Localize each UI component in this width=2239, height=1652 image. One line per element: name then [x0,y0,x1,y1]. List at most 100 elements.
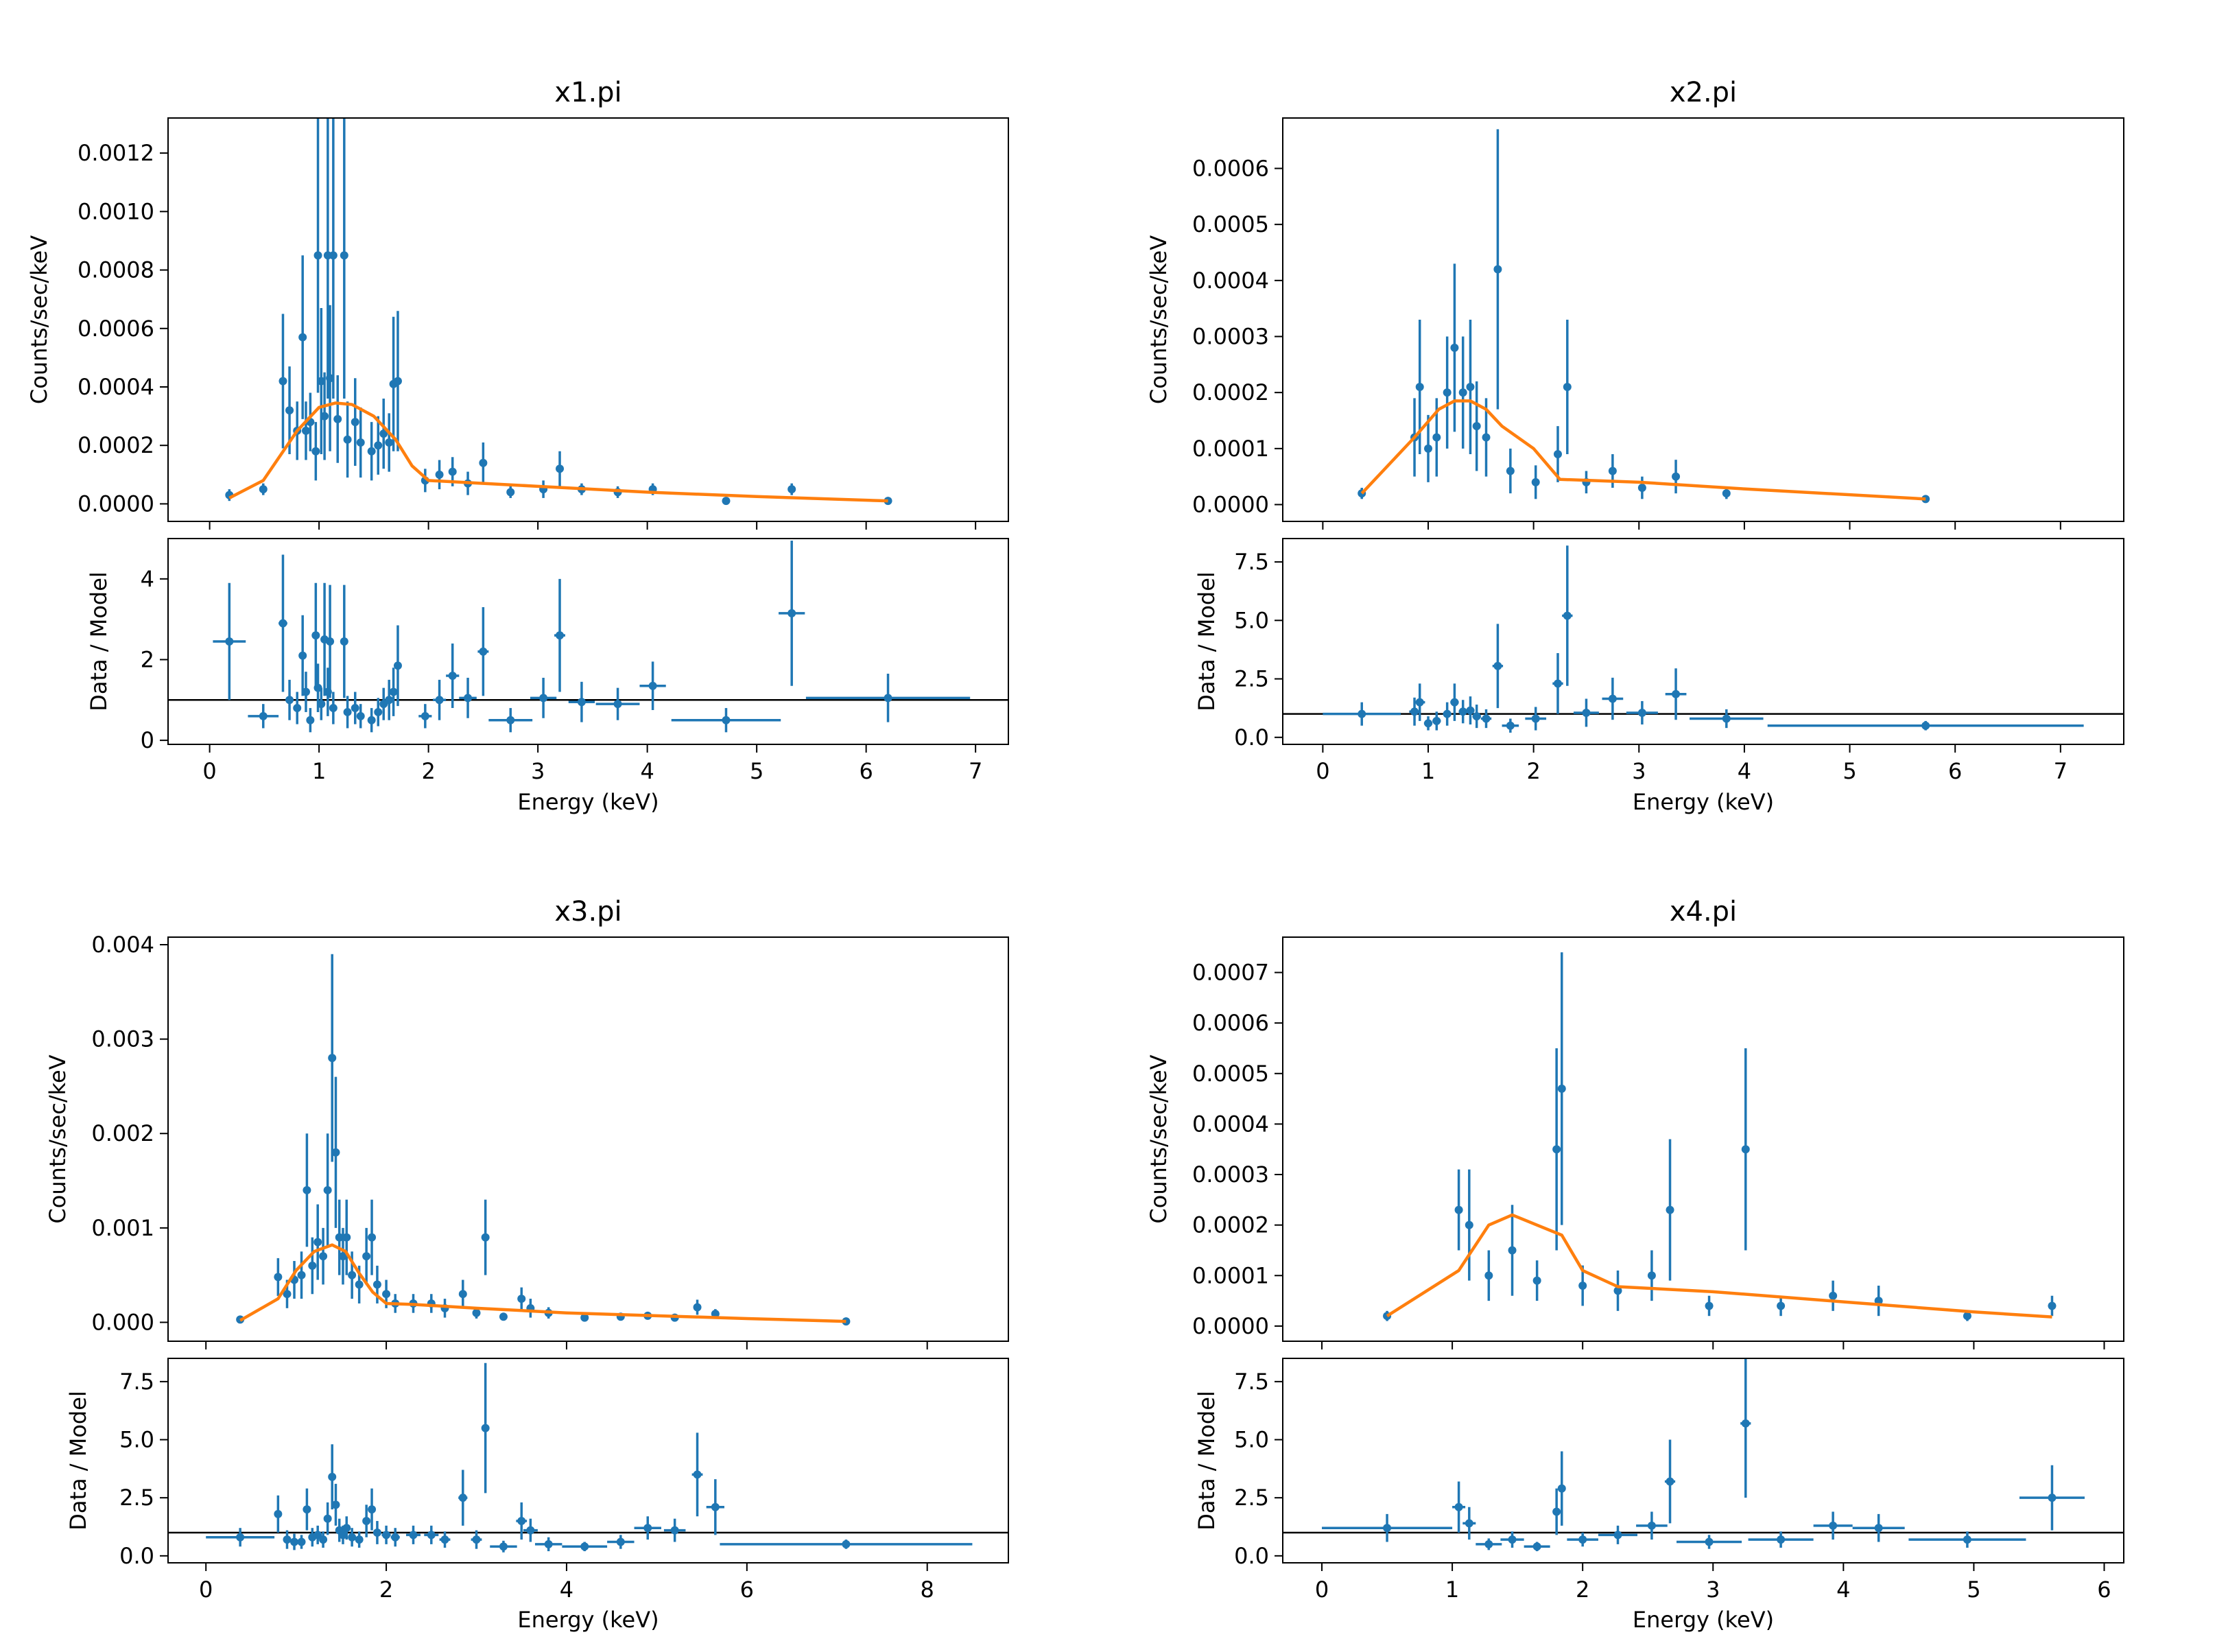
ratio-point [382,1531,391,1539]
y-tick-label: 4 [141,566,154,592]
ratio-point [355,1535,364,1544]
x-tick-label: 4 [560,1577,573,1603]
data-point [313,251,322,260]
ratio-point [842,1539,851,1548]
ratio-point [1582,708,1591,717]
x-tick-label: 6 [2097,1577,2111,1603]
data-point [1666,1205,1674,1214]
data-point [1647,1271,1656,1280]
data-point [385,438,394,447]
data-point [1443,388,1452,397]
x-tick-label: 6 [859,758,873,784]
y-tick-label: 0.0003 [1192,1161,1269,1188]
ratio-point [787,609,796,617]
data-point [1578,1282,1587,1290]
ratio-point [884,694,892,703]
data-point [1705,1301,1714,1310]
x-tick-label: 7 [2054,758,2068,784]
data-point [1424,444,1433,453]
data-point [326,374,335,383]
ratio-point [1424,719,1433,728]
data-point [393,377,402,386]
ratio-point [1472,712,1481,721]
x-tick-label: 3 [1632,758,1646,784]
ratio-point [297,1537,306,1546]
bottom-axes-frame [167,1358,1009,1564]
data-point [356,438,365,447]
data-point [351,418,359,427]
ratio-point [293,704,302,713]
ratio-point [348,1533,357,1542]
data-point [1777,1301,1786,1310]
ratio-point [303,1505,311,1514]
ratio-point [1613,1531,1622,1539]
data-point [1563,383,1572,391]
data-point [374,441,383,450]
data-point [298,333,307,342]
data-point [1465,1220,1473,1229]
ratio-point [362,1517,371,1526]
y-tick-label: 0.0008 [78,257,154,283]
ratio-point [517,1517,526,1526]
ratio-point [1531,714,1540,723]
ratio-point [479,647,488,656]
subplot-3: x3.pi0.0000.0010.0020.0030.004Counts/sec… [45,896,1009,1633]
y-axis-label-bottom: Data / Model [86,571,112,711]
ratio-point [506,716,515,724]
ratio-point [1358,709,1366,718]
ratio-point [499,1542,508,1551]
y-tick-label: 0.0012 [78,140,154,166]
y-axis-label-bottom: Data / Model [1194,1391,1220,1531]
top-axes-frame [1282,117,2124,522]
y-tick-label: 0.0002 [78,432,154,458]
y-tick-label: 0.0000 [1192,492,1269,518]
ratio-point [472,1535,481,1544]
data-point [711,1310,720,1319]
ratio-point [539,694,548,703]
subplot-2: x2.pi0.00000.00010.00020.00030.00040.000… [1146,77,2124,815]
x-tick-label: 6 [740,1577,754,1603]
ratio-point [391,1533,400,1542]
data-point [355,1280,364,1289]
y-tick-label: 0.0006 [1192,156,1269,182]
data-point [279,377,287,386]
ratio-point [435,696,444,705]
ratio-point [1672,689,1681,698]
ratio-point [1722,714,1731,723]
y-tick-label: 5.0 [119,1427,154,1453]
ratio-point [693,1470,702,1479]
data-point [506,488,515,497]
x-tick-label: 5 [1967,1577,1980,1603]
data-point [368,1233,377,1242]
ratio-point [613,700,622,709]
y-tick-label: 0.004 [91,932,154,958]
ratio-point [342,1524,351,1533]
ratio-point [1484,1539,1493,1548]
y-axis-label-bottom: Data / Model [65,1391,91,1531]
ratio-point [298,651,307,660]
y-axis-label-top: Counts/sec/keV [45,1054,71,1223]
x-tick-label: 2 [379,1577,393,1603]
data-point [435,470,444,479]
model-line [1386,1213,2052,1319]
ratio-point [427,1531,436,1539]
data-point [274,1273,283,1282]
data-point [333,414,342,423]
y-tick-label: 0.0002 [1192,1212,1269,1238]
ratio-point [1466,706,1475,715]
data-point [472,1308,481,1317]
ratio-point [1608,694,1617,703]
data-point [2048,1301,2057,1310]
top-axes-frame [167,936,1009,1342]
ratio-point [326,637,335,646]
x-axis-label: Energy (keV) [517,789,659,815]
ratio-point [285,696,294,705]
data-point [787,485,796,494]
data-point [1482,433,1491,442]
y-tick-label: 0.002 [91,1120,154,1146]
ratio-point [259,711,268,720]
data-point [285,406,294,415]
y-axis-label-top: Counts/sec/keV [1146,1054,1172,1223]
